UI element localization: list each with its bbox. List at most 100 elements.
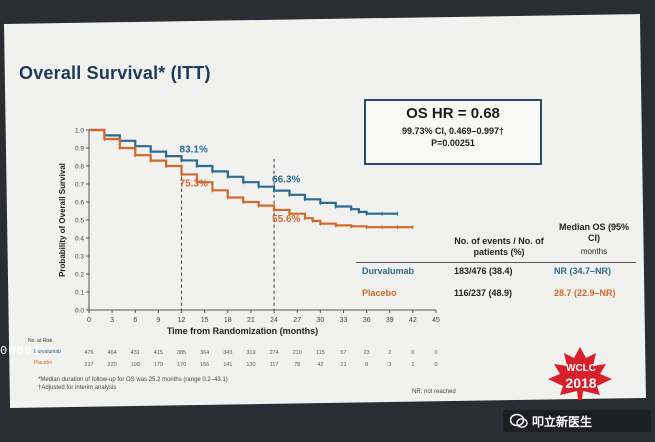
x-tick-label: 18: [224, 317, 232, 324]
arm-label: Placebo: [362, 288, 397, 298]
risk-count: 0: [434, 362, 437, 368]
median-cell: 28.7 (22.9–NR): [554, 288, 616, 298]
watermark-text: 叩立新医生: [532, 415, 593, 429]
slide-title: Overall Survival* (ITT): [19, 63, 211, 83]
y-tick-label: 0.9: [75, 146, 84, 153]
x-axis-label: Time from Randomization (months): [167, 326, 318, 336]
risk-count: 179: [154, 362, 163, 368]
y-tick-label: 0.0: [75, 308, 84, 315]
x-tick-label: 30: [316, 317, 324, 324]
hazard-ratio-box: OS HR = 0.68 99.73% CI, 0.469–0.997† P=0…: [364, 99, 542, 165]
risk-count: 57: [340, 350, 346, 356]
y-tick-label: 0.4: [75, 236, 84, 243]
risk-count: 476: [84, 350, 93, 356]
y-tick-label: 0.1: [75, 290, 84, 297]
x-tick-label: 15: [201, 317, 209, 324]
risk-count: 156: [200, 362, 209, 368]
landmark-annotation: 75.3%: [180, 178, 208, 189]
table-row-placebo: Placebo 116/237 (48.9) 28.7 (22.9–NR): [356, 288, 636, 305]
watermark-bar: [503, 410, 651, 432]
risk-count: 78: [294, 362, 300, 368]
x-tick-label: 36: [363, 317, 371, 324]
risk-count: 117: [270, 362, 279, 368]
x-tick-label: 27: [293, 317, 301, 324]
risk-count: 274: [269, 350, 278, 356]
risk-count: 1: [411, 362, 414, 368]
y-tick-label: 1.0: [75, 128, 84, 135]
risk-count: 130: [246, 362, 255, 368]
header-events: No. of events / No. of patients (%): [454, 236, 544, 257]
risk-count: 364: [200, 350, 209, 356]
risk-count: 210: [293, 350, 302, 356]
wclc-line1: WCLC: [566, 363, 596, 374]
risk-count: 0: [411, 350, 414, 356]
risk-count: 42: [317, 362, 323, 368]
risk-label-placebo: Placebo: [34, 360, 53, 366]
x-tick-label: 39: [386, 317, 394, 324]
risk-count: 115: [316, 350, 325, 356]
risk-count: 21: [340, 362, 346, 368]
x-tick-label: 33: [340, 317, 348, 324]
table-rule: [356, 262, 636, 263]
table-row-durvalumab: Durvalumab 183/476 (38.4) NR (34.7–NR): [356, 266, 636, 283]
x-tick-label: 9: [156, 317, 160, 324]
risk-label-durvalumab: Durvalumab: [34, 349, 61, 355]
risk-count: 220: [108, 362, 117, 368]
risk-count: 2: [388, 350, 391, 356]
risk-count: 343: [223, 350, 232, 356]
risk-count: 464: [108, 350, 117, 356]
events-cell: 116/237 (48.9): [454, 288, 513, 298]
y-tick-label: 0.2: [75, 272, 84, 279]
risk-count: 0: [434, 350, 437, 356]
risk-count: 237: [84, 362, 93, 368]
nr-note: NR, not reached: [412, 389, 456, 395]
risk-header: No. at Risk: [28, 338, 53, 344]
y-tick-label: 0.6: [75, 200, 84, 207]
risk-count: 415: [154, 350, 163, 356]
header-median: Median OS (95% CI): [558, 222, 630, 243]
median-cell: NR (34.7–NR): [554, 266, 612, 276]
wclc-line2: 2018: [565, 375, 597, 391]
risk-count: 3: [388, 362, 391, 368]
risk-count: 23: [364, 350, 370, 356]
risk-count: 8: [365, 362, 368, 368]
x-tick-label: 12: [178, 317, 186, 324]
risk-count: 385: [177, 350, 186, 356]
video-counter: 00801: [0, 344, 42, 358]
y-tick-label: 0.8: [75, 164, 84, 171]
y-tick-label: 0.7: [75, 182, 84, 189]
wechat-icon: [510, 413, 528, 428]
landmark-annotation: 55.6%: [272, 214, 300, 225]
maple-leaf-icon: [548, 347, 612, 400]
risk-count: 431: [131, 350, 140, 356]
events-cell: 183/476 (38.4): [454, 266, 513, 276]
risk-count: 170: [177, 362, 186, 368]
y-tick-label: 0.5: [75, 218, 84, 225]
x-tick-label: 21: [247, 317, 255, 324]
x-tick-label: 6: [133, 317, 137, 324]
x-tick-label: 45: [432, 317, 440, 324]
footnote-2: †Adjusted for interim analysis: [38, 385, 117, 391]
arm-label: Durvalumab: [362, 266, 415, 276]
y-axis-label: Probability of Overall Survival: [58, 163, 67, 277]
wclc-logo-text: WCLC 2018: [545, 352, 617, 392]
x-tick-label: 3: [110, 317, 114, 324]
risk-count: 141: [223, 362, 232, 368]
hr-p-text: P=0.00251: [431, 138, 475, 148]
x-tick-label: 42: [409, 317, 417, 324]
hr-ci-text: 99.73% CI, 0.469–0.997†: [401, 126, 505, 136]
landmark-annotation: 83.1%: [180, 144, 208, 155]
y-tick-label: 0.3: [75, 254, 84, 261]
x-tick-label: 0: [87, 317, 91, 324]
landmark-annotation: 66.3%: [272, 175, 300, 186]
risk-count: 319: [246, 350, 255, 356]
footnote-1: *Median duration of follow-up for OS was…: [38, 377, 228, 383]
hr-main-text: OS HR = 0.68: [406, 105, 500, 122]
km-curve-placebo: [89, 128, 413, 229]
x-tick-label: 24: [270, 317, 278, 324]
risk-count: 199: [131, 362, 140, 368]
header-unit: months: [580, 247, 608, 256]
